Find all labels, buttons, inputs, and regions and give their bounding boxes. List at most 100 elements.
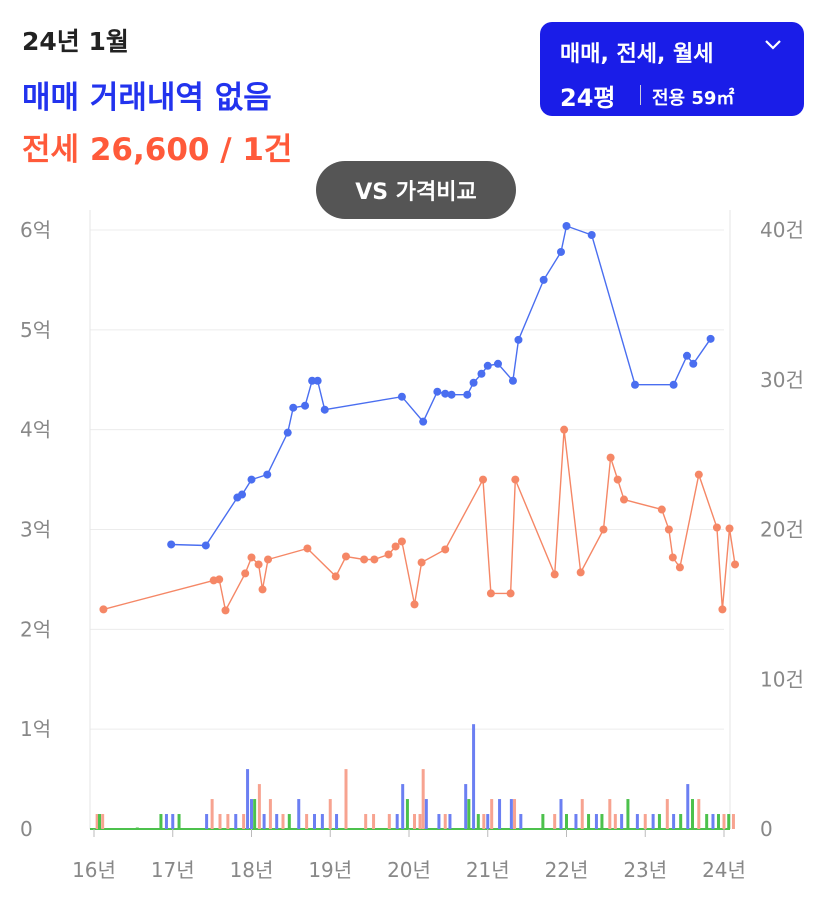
volume-bar-jeonse <box>95 814 99 829</box>
volume-bar-sale <box>424 799 428 829</box>
sale-point <box>313 376 322 385</box>
jeonse-point <box>384 550 393 559</box>
volume-bar-sale <box>472 724 476 829</box>
volume-bar-wolse <box>716 814 720 829</box>
volume-bar-wolse <box>600 814 604 829</box>
sale-point <box>689 359 698 368</box>
jeonse-point <box>342 552 350 561</box>
sale-point <box>477 369 486 378</box>
sale-point <box>301 401 310 410</box>
volume-bar-wolse <box>135 827 139 829</box>
jeonse-point <box>664 525 673 534</box>
jeonse-point <box>441 545 450 554</box>
sale-point <box>263 470 272 479</box>
jeonse-summary: 전세 26,600 / 1건 <box>22 132 293 168</box>
volume-bar-jeonse <box>608 799 612 829</box>
volume-bar-sale <box>559 799 563 829</box>
sale-point <box>447 390 456 399</box>
volume-bar-jeonse <box>665 799 669 829</box>
sale-point <box>167 540 176 549</box>
deal-type-selector[interactable]: 매매, 전세, 월세 24평 전용 59㎡ <box>540 22 804 116</box>
volume-bar-jeonse <box>281 814 285 829</box>
volume-bar-wolse <box>691 799 694 829</box>
sale-point <box>669 380 678 389</box>
y-left-tick-label: 4억 <box>20 418 51 442</box>
grid <box>89 210 731 830</box>
y-right-tick-label: 10건 <box>760 667 804 691</box>
volume-bar-jeonse <box>413 814 417 829</box>
volume-bar-jeonse <box>490 799 494 829</box>
y-right-tick-label: 20건 <box>760 518 804 542</box>
volume-bar-wolse <box>727 814 731 829</box>
volume-bar-jeonse <box>513 799 517 829</box>
jeonse-point <box>506 589 515 598</box>
volume-bar-jeonse <box>226 814 230 829</box>
sale-point <box>631 380 640 389</box>
deal-types-label: 매매, 전세, 월세 <box>560 42 714 67</box>
volume-bar-wolse <box>405 799 409 829</box>
volume-bar-sale <box>672 814 676 829</box>
volume-bar-wolse <box>476 814 480 829</box>
volume-bar-sale <box>635 814 639 829</box>
sale-point <box>397 392 406 401</box>
volume-bar-wolse <box>177 814 181 829</box>
jeonse-point <box>215 575 224 584</box>
volume-bar-sale <box>437 814 441 829</box>
jeonse-point <box>725 524 734 533</box>
sale-point <box>469 378 478 387</box>
volume-bar-jeonse <box>421 769 425 829</box>
sale-point <box>238 490 247 499</box>
jeonse-point <box>606 453 615 462</box>
volume-bar-jeonse <box>443 814 447 829</box>
jeonse-point <box>718 605 727 614</box>
jeonse-point <box>258 585 267 594</box>
volume-bar-jeonse <box>580 799 584 829</box>
sale-point <box>320 405 329 414</box>
volume-bar-sale <box>486 814 490 829</box>
chevron-down-icon <box>765 40 781 50</box>
volume-bar-sale <box>246 769 250 829</box>
volume-bar-sale <box>335 814 339 829</box>
jeonse-point <box>576 568 585 577</box>
volume-bar-sale <box>519 814 523 829</box>
y-right-tick-label: 40건 <box>760 218 804 242</box>
volume-bar-jeonse <box>344 769 348 829</box>
jeonse-point <box>712 523 721 532</box>
x-tick-label: 19년 <box>308 858 352 882</box>
volume-bar-jeonse <box>364 814 368 829</box>
axes: 0 1억 2억 3억 4억 5억 6억 0 10건 20건 30건 40건 16년 17년 18년 19년 20… <box>20 218 804 882</box>
volume-bar-jeonse <box>722 814 726 829</box>
volume-bar-sale <box>313 814 316 829</box>
jeonse-point <box>410 600 419 609</box>
volume-bar-jeonse <box>218 814 222 829</box>
volume-bar-sale <box>205 814 209 829</box>
volume-bars <box>95 724 735 829</box>
volume-bar-sale <box>262 814 266 829</box>
jeonse-point <box>613 475 622 484</box>
jeonse-point <box>264 555 273 564</box>
jeonse-point <box>550 570 559 579</box>
volume-bar-jeonse <box>305 814 309 829</box>
jeonse-point <box>241 569 250 578</box>
sale-point <box>556 247 565 256</box>
volume-bar-wolse <box>253 799 257 829</box>
vs-compare-button[interactable]: VS 가격비교 <box>316 161 516 219</box>
jeonse-point <box>511 475 520 484</box>
volume-bar-jeonse <box>372 814 376 829</box>
volume-bar-wolse <box>657 814 661 829</box>
volume-bar-jeonse <box>101 814 105 829</box>
sale-status: 매매 거래내역 없음 <box>22 80 272 116</box>
jeonse-point <box>254 560 263 569</box>
volume-bar-sale <box>275 814 279 829</box>
sale-point <box>508 376 517 385</box>
x-tick-label: 21년 <box>466 858 510 882</box>
sale-series-line <box>171 225 712 547</box>
volume-bar-jeonse <box>210 799 214 829</box>
x-tick-label: 18년 <box>230 858 274 882</box>
volume-bar-wolse <box>565 814 568 829</box>
x-tick-label: 23년 <box>623 858 667 882</box>
jeonse-point <box>486 589 495 598</box>
y-left-tick-label: 0 <box>20 817 33 841</box>
volume-bar-jeonse <box>553 814 557 829</box>
